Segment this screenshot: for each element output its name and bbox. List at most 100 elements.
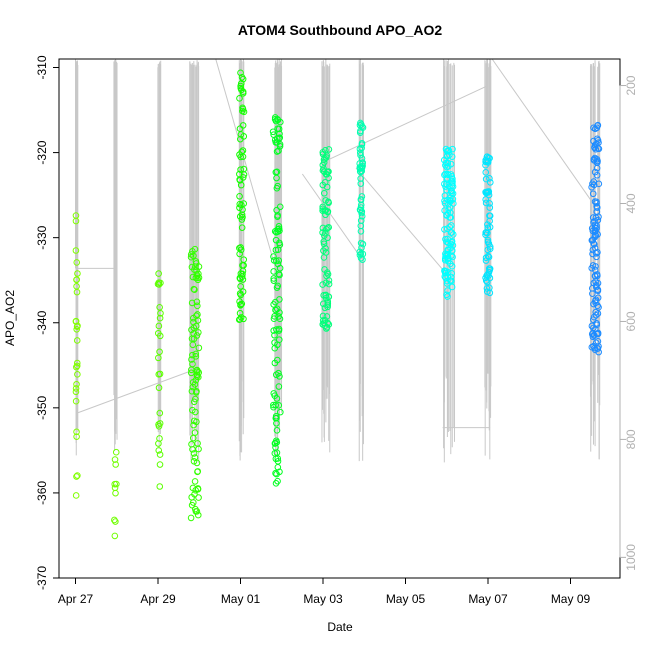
data-point [156,314,164,322]
data-point [155,423,163,430]
data-point [188,356,195,363]
data-point [236,290,244,297]
data-point [237,82,244,90]
data-point [190,330,197,337]
data-point [73,359,81,367]
data-point [236,309,244,317]
data-point [276,203,284,211]
data-point [272,246,280,254]
data-point [482,196,489,203]
data-point [356,149,364,156]
y2-tick-label: 1000 [624,544,638,571]
data-point [322,245,329,252]
data-point [483,285,491,292]
data-point [239,75,247,83]
data-point [275,223,283,230]
data-point [322,154,330,161]
data-point [356,248,364,256]
data-point [193,271,201,278]
data-point [275,225,283,232]
data-point [190,457,198,465]
data-point [447,222,455,229]
data-point [358,244,365,252]
data-point [275,147,282,155]
data-point [155,447,163,454]
data-point [271,392,279,399]
data-point [449,183,457,190]
data-point [442,170,449,178]
data-point [238,300,246,308]
data-point [358,213,366,220]
data-point [189,360,196,368]
x-tick-label: May 03 [303,592,343,606]
data-point [236,95,243,102]
data-point [195,329,202,336]
data-point [155,322,163,330]
data-point [591,231,599,239]
data-point [192,389,200,396]
data-point [189,351,196,359]
data-point [112,489,119,497]
data-point [192,258,200,265]
data-point [448,270,455,277]
data-point [325,198,332,206]
data-point [273,427,281,434]
data-point [325,280,333,288]
data-point [358,164,365,171]
data-point [324,234,331,242]
x-tick-label: May 01 [221,592,261,606]
data-point [319,312,327,320]
data-point [485,253,493,261]
data-point [156,461,164,468]
data-point [72,385,80,392]
data-point [73,288,81,296]
data-point [240,133,248,140]
data-point [319,281,326,288]
data-point [484,221,491,228]
data-point [482,175,490,183]
data-point [320,156,328,163]
data-point [189,446,196,453]
data-point [271,331,278,339]
data-point [111,456,119,463]
data-point [73,380,80,388]
data-point [192,487,199,494]
data-point [447,187,455,194]
data-point [72,492,80,499]
data-point [270,257,278,264]
data-point [271,136,279,144]
data-point [445,206,452,213]
data-point [358,155,366,162]
data-point [441,199,449,207]
plot-box [58,58,621,579]
y2-tick-label: 600 [624,311,638,331]
data-point [482,188,489,196]
data-point [74,472,81,479]
x-tick-label: May 07 [468,592,508,606]
data-point [72,397,80,405]
y-tick-label: -310 [35,55,49,79]
track-connector-line [215,58,277,269]
data-point [73,362,81,370]
data-point [591,233,598,241]
data-point [482,229,490,236]
y-tick-label: -350 [35,396,49,420]
data-point [589,246,597,254]
data-point [239,213,246,221]
data-point [274,213,281,221]
data-point [156,348,163,356]
data-point [482,169,490,176]
data-point [190,417,198,425]
data-point [193,366,200,374]
data-point [238,224,246,231]
data-point [325,168,332,175]
data-point [157,279,164,287]
data-point [275,369,282,377]
data-point [325,146,333,153]
data-point [72,217,80,225]
data-point [270,277,278,284]
axes-layer: -370 -360 -350 -340 -330 -320 -310 Apr 27 Apr 29… [35,55,638,606]
data-point [325,224,333,231]
data-point [356,206,364,214]
data-points-layer [72,69,603,540]
